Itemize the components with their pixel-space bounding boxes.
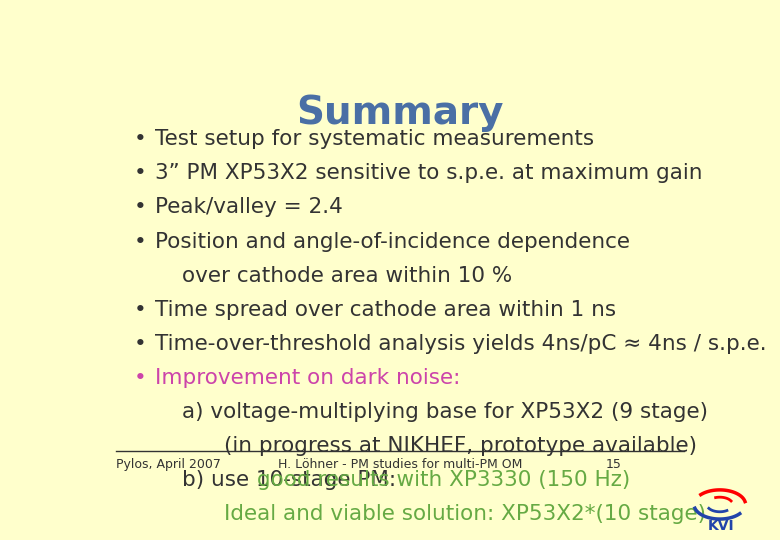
Text: Peak/valley = 2.4: Peak/valley = 2.4 bbox=[155, 198, 342, 218]
Text: •: • bbox=[134, 163, 147, 184]
Text: H. Löhner - PM studies for multi-PM OM: H. Löhner - PM studies for multi-PM OM bbox=[278, 458, 522, 471]
Text: Position and angle-of-incidence dependence: Position and angle-of-incidence dependen… bbox=[155, 232, 630, 252]
Text: Pylos, April 2007: Pylos, April 2007 bbox=[115, 458, 221, 471]
Text: good results with XP3330 (150 Hz): good results with XP3330 (150 Hz) bbox=[257, 470, 630, 490]
Text: 15: 15 bbox=[605, 458, 621, 471]
Text: Time-over-threshold analysis yields 4ns/pC ≈ 4ns / s.p.e.: Time-over-threshold analysis yields 4ns/… bbox=[155, 334, 767, 354]
Text: •: • bbox=[134, 368, 147, 388]
Text: •: • bbox=[134, 334, 147, 354]
Text: •: • bbox=[134, 198, 147, 218]
Text: (in progress at NIKHEF, prototype available): (in progress at NIKHEF, prototype availa… bbox=[225, 436, 697, 456]
Text: b) use 10-stage PM:: b) use 10-stage PM: bbox=[182, 470, 403, 490]
Text: Ideal and viable solution: XP53X2*(10 stage): Ideal and viable solution: XP53X2*(10 st… bbox=[225, 504, 707, 524]
Text: •: • bbox=[134, 300, 147, 320]
Text: Improvement on dark noise:: Improvement on dark noise: bbox=[155, 368, 460, 388]
Text: Summary: Summary bbox=[296, 94, 504, 132]
Text: a) voltage-multiplying base for XP53X2 (9 stage): a) voltage-multiplying base for XP53X2 (… bbox=[182, 402, 708, 422]
Text: KVI: KVI bbox=[708, 519, 735, 533]
Text: 3” PM XP53X2 sensitive to s.p.e. at maximum gain: 3” PM XP53X2 sensitive to s.p.e. at maxi… bbox=[155, 163, 703, 184]
Text: •: • bbox=[134, 232, 147, 252]
Text: •: • bbox=[134, 129, 147, 149]
Text: Time spread over cathode area within 1 ns: Time spread over cathode area within 1 n… bbox=[155, 300, 616, 320]
Text: over cathode area within 10 %: over cathode area within 10 % bbox=[182, 266, 512, 286]
Text: Test setup for systematic measurements: Test setup for systematic measurements bbox=[155, 129, 594, 149]
